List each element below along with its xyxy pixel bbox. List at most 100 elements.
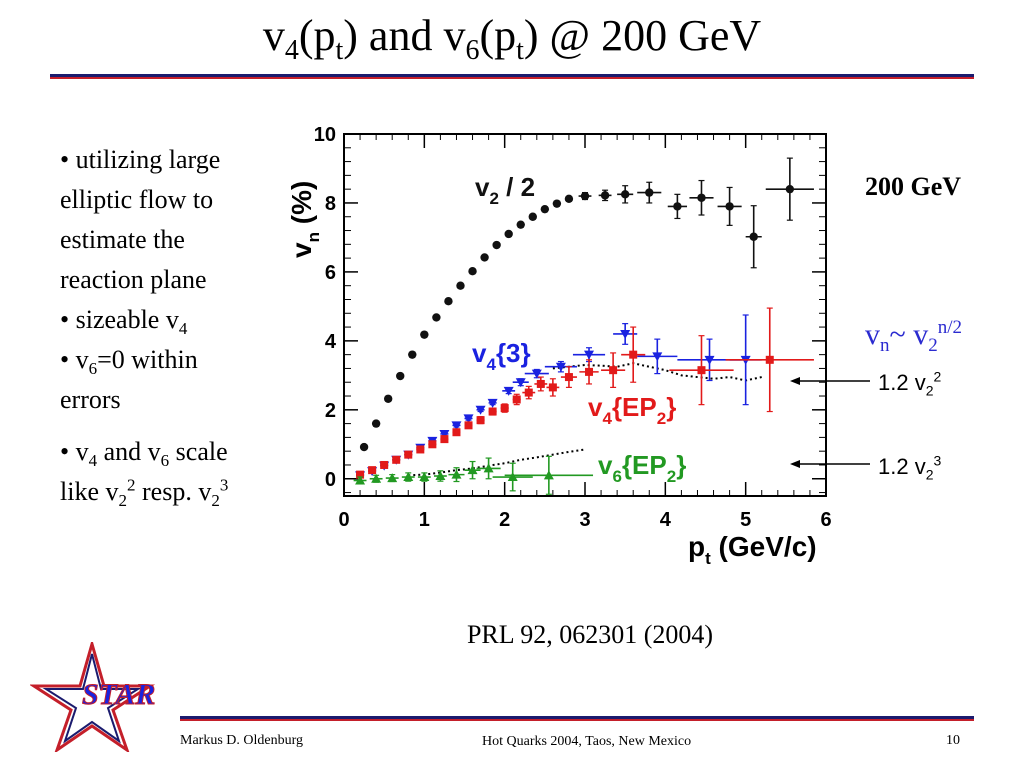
y-tick-label: 0 bbox=[325, 469, 336, 491]
series-green bbox=[353, 455, 594, 495]
data-point bbox=[476, 416, 485, 425]
data-point bbox=[516, 220, 525, 229]
data-point bbox=[383, 394, 393, 403]
title-divider bbox=[50, 74, 974, 79]
series-black bbox=[359, 157, 814, 452]
data-point bbox=[387, 473, 398, 483]
bullet-line: elliptic flow to bbox=[60, 185, 214, 214]
data-point bbox=[528, 212, 537, 221]
footer-divider bbox=[180, 716, 974, 721]
y-axis-label: vn (%) bbox=[286, 181, 323, 258]
data-point bbox=[704, 355, 715, 365]
data-point bbox=[564, 194, 574, 204]
data-point bbox=[467, 465, 478, 475]
x-axis-label: pt (GeV/c) bbox=[688, 531, 817, 568]
data-point bbox=[492, 240, 501, 250]
data-point bbox=[697, 193, 706, 202]
data-point bbox=[439, 429, 450, 439]
data-point bbox=[487, 398, 498, 408]
footer-page-number: 10 bbox=[946, 733, 960, 748]
bullet-line: • v4 and v6 scale bbox=[60, 437, 228, 471]
bullet-line: • sizeable v4 bbox=[60, 305, 188, 339]
x-tick-label: 2 bbox=[499, 509, 510, 531]
data-point bbox=[765, 355, 774, 364]
y-tick-label: 2 bbox=[325, 400, 336, 422]
data-point bbox=[480, 253, 489, 262]
x-tick-label: 3 bbox=[579, 509, 590, 531]
data-point bbox=[503, 386, 514, 396]
data-point bbox=[359, 442, 369, 452]
series-label-v2: v2 / 2 bbox=[475, 172, 535, 208]
y-tick-label: 8 bbox=[325, 193, 336, 215]
data-point bbox=[404, 450, 413, 459]
data-point bbox=[463, 414, 474, 424]
data-point bbox=[500, 404, 509, 413]
data-point bbox=[380, 460, 389, 469]
data-point bbox=[785, 184, 795, 194]
data-point bbox=[515, 378, 526, 388]
data-point bbox=[356, 470, 365, 479]
data-point bbox=[555, 362, 566, 372]
x-tick-label: 4 bbox=[660, 509, 672, 531]
y-tick-label: 6 bbox=[325, 262, 336, 284]
data-point bbox=[355, 475, 366, 485]
data-point bbox=[749, 232, 758, 241]
data-point bbox=[531, 369, 542, 379]
series-label-v6-ep2: v6{EP2} bbox=[598, 450, 686, 486]
data-point bbox=[396, 371, 405, 381]
data-point bbox=[697, 366, 706, 375]
data-point bbox=[504, 229, 513, 239]
data-point bbox=[451, 469, 462, 479]
data-point bbox=[464, 421, 473, 430]
data-point bbox=[444, 297, 453, 306]
arrow-v2-squared-head bbox=[790, 377, 800, 385]
data-point bbox=[371, 419, 381, 428]
data-point bbox=[540, 204, 550, 214]
data-point bbox=[645, 188, 654, 197]
bullet-line: reaction plane bbox=[60, 265, 207, 294]
data-point bbox=[432, 313, 441, 322]
data-point bbox=[564, 373, 573, 382]
data-point bbox=[552, 199, 562, 208]
arrow-v2-cubed-head bbox=[790, 460, 800, 468]
x-tick-label: 6 bbox=[820, 509, 831, 531]
data-point bbox=[512, 395, 521, 404]
series-label-v4-ep2: v4{EP2} bbox=[588, 392, 676, 428]
data-point bbox=[609, 366, 618, 375]
data-point bbox=[580, 191, 590, 201]
star-logo: STAR bbox=[30, 642, 156, 752]
data-point bbox=[403, 472, 414, 482]
data-point bbox=[548, 383, 557, 392]
data-point bbox=[420, 330, 429, 339]
data-point bbox=[451, 421, 462, 431]
logo-text: STAR bbox=[82, 678, 155, 711]
data-point bbox=[488, 407, 497, 416]
data-point bbox=[725, 202, 734, 211]
footer-author: Markus D. Oldenburg bbox=[180, 733, 304, 748]
y-tick-label: 10 bbox=[314, 124, 336, 146]
y-tick-label: 4 bbox=[325, 331, 337, 353]
data-point bbox=[543, 470, 554, 480]
data-point bbox=[428, 440, 437, 449]
data-point bbox=[408, 350, 417, 359]
x-tick-label: 5 bbox=[740, 509, 751, 531]
data-point bbox=[456, 281, 465, 290]
bullet-line: like v22 resp. v23 bbox=[60, 475, 229, 511]
data-point bbox=[673, 202, 682, 211]
data-point bbox=[584, 350, 595, 360]
scaling-law-label: vn~ v2n/2 bbox=[865, 317, 963, 356]
data-point bbox=[620, 190, 630, 199]
data-point bbox=[483, 463, 494, 473]
footer-event: Hot Quarks 2004, Taos, New Mexico bbox=[482, 734, 692, 749]
data-point bbox=[440, 435, 449, 444]
data-point bbox=[524, 388, 533, 397]
data-point bbox=[536, 379, 545, 388]
series-red bbox=[356, 307, 814, 479]
series-blue bbox=[355, 314, 762, 481]
data-point bbox=[435, 471, 446, 481]
bullet-line: • utilizing large bbox=[60, 145, 221, 174]
bullet-line: errors bbox=[60, 385, 121, 414]
citation: PRL 92, 062301 (2004) bbox=[466, 620, 714, 649]
data-point bbox=[468, 267, 477, 276]
